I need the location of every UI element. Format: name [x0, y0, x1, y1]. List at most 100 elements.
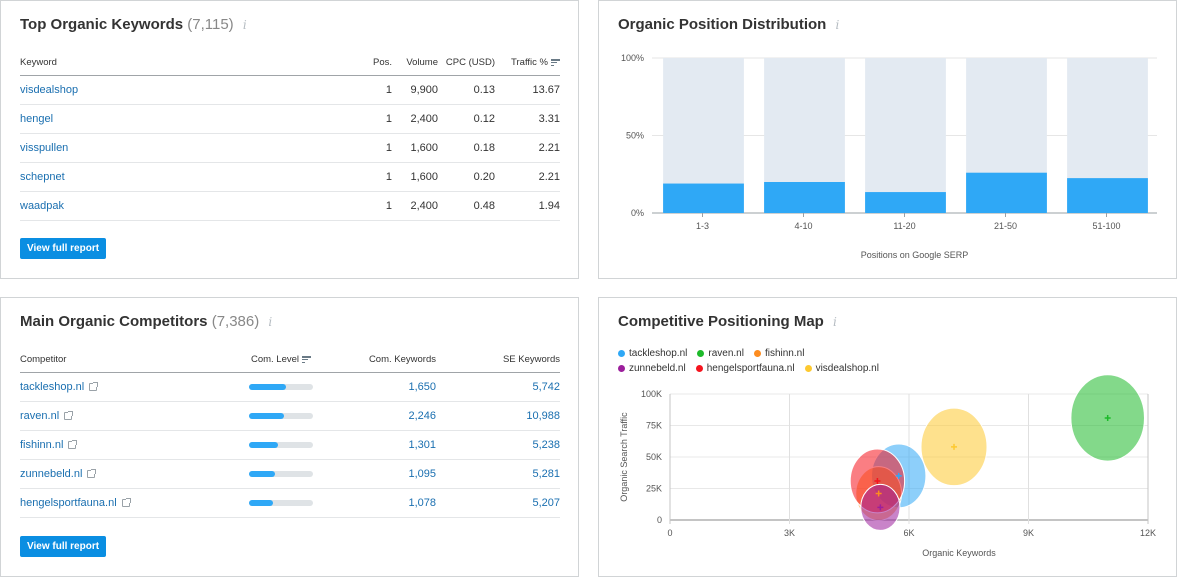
legend-item[interactable]: tackleshop.nl: [618, 346, 687, 361]
info-icon[interactable]: i: [268, 315, 273, 329]
x-tick-label: 21-50: [994, 221, 1017, 231]
x-tick-label: 51-100: [1092, 221, 1120, 231]
pos-cell: 1: [340, 75, 392, 105]
external-link-icon[interactable]: [87, 468, 97, 478]
legend-item[interactable]: raven.nl: [697, 346, 744, 361]
cpc-cell: 0.13: [438, 75, 495, 105]
card-title: Competitive Positioning Map i: [618, 313, 837, 330]
keyword-cell: hengel: [20, 104, 340, 134]
table-row: hengel 1 2,400 0.12 3.31: [20, 104, 560, 134]
com-level-fill: [249, 383, 287, 390]
card-title: Main Organic Competitors (7,386) i: [20, 313, 272, 330]
traffic-cell: 2.21: [495, 162, 560, 192]
competitor-link[interactable]: raven.nl: [20, 409, 60, 422]
x-tick-label: 9K: [1023, 528, 1034, 538]
title-text: Competitive Positioning Map: [618, 313, 824, 330]
bubble-center-marker: [877, 504, 884, 511]
bar-11-20[interactable]: [865, 192, 946, 213]
legend-item[interactable]: zunnebeld.nl: [618, 361, 686, 376]
legend-label: fishinn.nl: [764, 348, 805, 359]
sort-icon[interactable]: [302, 355, 312, 365]
col-competitor[interactable]: Competitor: [20, 348, 236, 373]
y-tick-label: 100%: [621, 53, 644, 63]
col-com-level-label: Com. Level: [250, 354, 300, 366]
y-tick-label: 50%: [626, 131, 644, 141]
com-level-bar: [249, 412, 313, 419]
competitor-link[interactable]: zunnebeld.nl: [20, 467, 83, 480]
volume-cell: 2,400: [392, 191, 438, 221]
com-keywords-link[interactable]: 1,301: [408, 438, 436, 451]
bar-1-3[interactable]: [663, 183, 744, 213]
col-keyword[interactable]: Keyword: [20, 51, 340, 76]
keyword-link[interactable]: hengel: [20, 112, 54, 125]
competitor-cell: zunnebeld.nl: [20, 459, 236, 489]
traffic-cell: 2.21: [495, 133, 560, 163]
volume-cell: 9,900: [392, 75, 438, 105]
legend-item[interactable]: hengelsportfauna.nl: [695, 361, 795, 376]
se-keywords-link[interactable]: 5,238: [532, 438, 560, 451]
com-keywords-link[interactable]: 1,650: [408, 380, 436, 393]
col-traffic[interactable]: Traffic %: [495, 51, 560, 76]
info-icon[interactable]: i: [242, 18, 247, 32]
com-keywords-cell: 1,095: [326, 459, 436, 489]
col-cpc[interactable]: CPC (USD): [438, 51, 495, 76]
col-se-keywords[interactable]: SE Keywords: [436, 348, 560, 373]
com-keywords-link[interactable]: 1,095: [408, 467, 436, 480]
com-level-bar: [249, 499, 313, 506]
external-link-icon[interactable]: [68, 439, 78, 449]
legend-label: zunnebeld.nl: [629, 363, 686, 374]
se-keywords-link[interactable]: 5,742: [532, 380, 560, 393]
com-level-cell: [236, 401, 326, 431]
bar-4-10[interactable]: [764, 182, 845, 213]
keyword-link[interactable]: visspullen: [20, 141, 69, 154]
com-level-fill: [249, 412, 285, 419]
legend-item[interactable]: visdealshop.nl: [804, 361, 879, 376]
keyword-link[interactable]: schepnet: [20, 170, 65, 183]
com-keywords-link[interactable]: 1,078: [408, 496, 436, 509]
se-keywords-link[interactable]: 5,207: [532, 496, 560, 509]
y-tick-label: 50K: [646, 452, 662, 462]
info-icon[interactable]: i: [833, 315, 837, 329]
keyword-link[interactable]: waadpak: [20, 199, 65, 212]
competitive-positioning-map-card: Competitive Positioning Map i tackleshop…: [598, 297, 1177, 577]
se-keywords-link[interactable]: 10,988: [526, 409, 560, 422]
info-icon[interactable]: i: [835, 18, 840, 32]
external-link-icon[interactable]: [64, 410, 74, 420]
legend-item[interactable]: fishinn.nl: [753, 346, 805, 361]
x-tick-label: 4-10: [794, 221, 812, 231]
main-organic-competitors-card: Main Organic Competitors (7,386) i Compe…: [0, 297, 579, 577]
bar-21-50[interactable]: [966, 172, 1047, 213]
external-link-icon[interactable]: [89, 381, 99, 391]
competitor-link[interactable]: tackleshop.nl: [20, 380, 85, 393]
table-header: Competitor Com. Level Com. Keywords SE K…: [20, 348, 560, 373]
se-keywords-cell: 10,988: [436, 401, 560, 431]
table-row: visspullen 1 1,600 0.18 2.21: [20, 133, 560, 163]
view-full-report-button[interactable]: View full report: [20, 238, 107, 259]
col-volume[interactable]: Volume: [392, 51, 438, 76]
legend-row: tackleshop.nl raven.nl fishinn.nl: [618, 346, 918, 361]
traffic-cell: 1.94: [495, 191, 560, 221]
competitor-link[interactable]: fishinn.nl: [20, 438, 64, 451]
col-traffic-label: Traffic %: [511, 57, 548, 69]
sort-icon[interactable]: [551, 58, 560, 68]
keyword-cell: visspullen: [20, 133, 340, 163]
table-row: raven.nl 2,246 10,988: [20, 401, 560, 431]
competitor-link[interactable]: hengelsportfauna.nl: [20, 496, 117, 509]
external-link-icon[interactable]: [121, 497, 131, 507]
col-com-level[interactable]: Com. Level: [236, 348, 326, 373]
col-pos[interactable]: Pos.: [340, 51, 392, 76]
com-keywords-link[interactable]: 2,246: [408, 409, 436, 422]
keyword-link[interactable]: visdealshop: [20, 83, 79, 96]
com-keywords-cell: 1,078: [326, 488, 436, 518]
cpc-cell: 0.12: [438, 104, 495, 134]
legend-label: hengelsportfauna.nl: [706, 363, 795, 374]
com-level-bar: [249, 383, 313, 390]
view-full-report-button[interactable]: View full report: [20, 536, 107, 557]
x-axis-label: Organic Keywords: [922, 548, 996, 558]
table-row: hengelsportfauna.nl 1,078 5,207: [20, 488, 560, 518]
card-title: Top Organic Keywords (7,115) i: [20, 16, 247, 33]
bar-51-100[interactable]: [1067, 178, 1148, 213]
col-com-keywords[interactable]: Com. Keywords: [326, 348, 436, 373]
se-keywords-link[interactable]: 5,281: [532, 467, 560, 480]
bubble-center-marker: [895, 472, 902, 479]
